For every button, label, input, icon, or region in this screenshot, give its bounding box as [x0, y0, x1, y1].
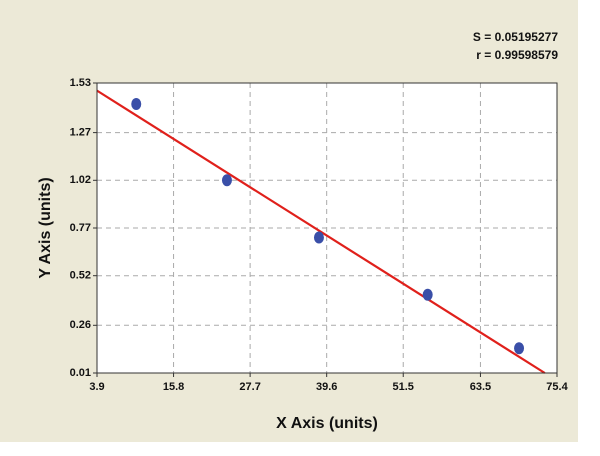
annotation: S = 0.05195277 [473, 30, 558, 44]
data-point [131, 97, 142, 110]
plot-frame [96, 82, 558, 374]
x-tick-label: 51.5 [393, 381, 414, 393]
x-tick-label: 39.6 [316, 381, 337, 393]
y-tick-label: 0.77 [70, 222, 91, 234]
y-tick-label: 1.53 [70, 77, 91, 89]
x-tick-label: 63.5 [470, 381, 491, 393]
x-tick-label: 3.9 [89, 381, 104, 393]
y-tick-label: 1.27 [70, 127, 91, 139]
x-axis-title: X Axis (units) [276, 415, 378, 432]
annotation: r = 0.99598579 [476, 48, 558, 62]
y-axis-title: Y Axis (units) [37, 177, 54, 278]
fit-line [96, 89, 546, 374]
y-tick-label: 1.02 [70, 174, 91, 186]
marks [96, 89, 546, 374]
y-tick-label: 0.52 [70, 270, 91, 282]
data-point [514, 342, 525, 355]
x-tick-label: 15.8 [163, 381, 184, 393]
data-point [313, 231, 324, 244]
data-point [221, 174, 232, 187]
y-tick-label: 0.26 [70, 319, 91, 331]
y-tick-label: 0.01 [70, 367, 91, 379]
x-tick-label: 27.7 [239, 381, 260, 393]
data-point [422, 288, 433, 301]
x-tick-label: 75.4 [546, 381, 568, 393]
